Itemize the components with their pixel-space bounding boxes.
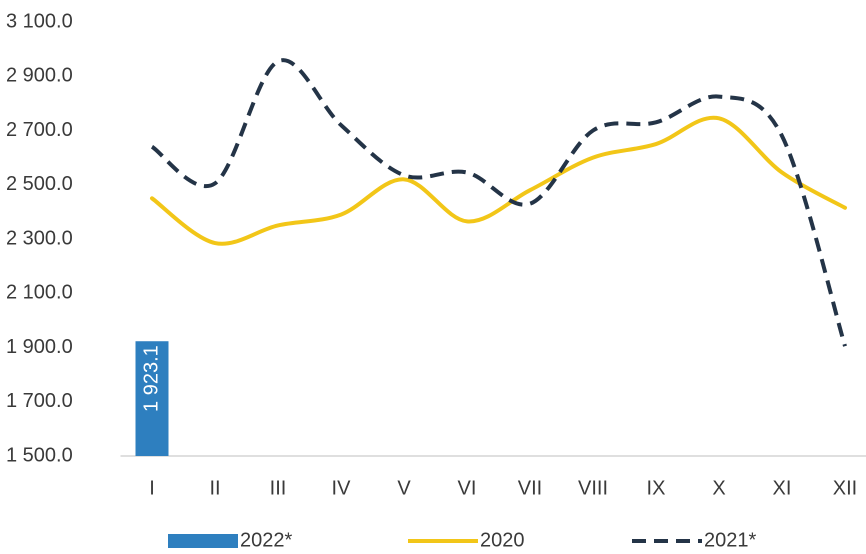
bar — [135, 341, 169, 456]
x-tick-label: III — [270, 477, 287, 499]
y-tick-label: 1 500.0 — [6, 444, 73, 466]
y-tick-label: 2 500.0 — [6, 173, 73, 195]
x-tick-label: V — [397, 477, 411, 499]
x-tick-label: II — [209, 477, 220, 499]
x-tick-label: I — [149, 477, 155, 499]
legend-label: 2020 — [480, 529, 525, 551]
y-tick-label: 2 700.0 — [6, 119, 73, 141]
x-tick-label: IV — [332, 477, 352, 499]
legend-label: 2022* — [240, 529, 292, 551]
line-series — [150, 115, 847, 246]
y-tick-label: 1 900.0 — [6, 336, 73, 358]
y-tick-label: 1 700.0 — [6, 390, 73, 412]
legend-swatch — [168, 534, 238, 548]
x-tick-label: VIII — [578, 477, 608, 499]
x-tick-label: XII — [833, 477, 857, 499]
legend-label: 2021* — [704, 529, 756, 551]
data-label: 1 923.1 — [140, 345, 162, 412]
y-tick-label: 2 300.0 — [6, 227, 73, 249]
y-tick-label: 2 900.0 — [6, 65, 73, 87]
y-tick-label: 3 100.0 — [6, 10, 73, 32]
x-tick-label: VII — [518, 477, 542, 499]
line-series — [150, 58, 847, 347]
y-tick-label: 2 100.0 — [6, 282, 73, 304]
x-tick-label: IX — [647, 477, 666, 499]
x-tick-label: VI — [458, 477, 477, 499]
x-tick-label: XI — [773, 477, 792, 499]
x-tick-label: X — [712, 477, 725, 499]
